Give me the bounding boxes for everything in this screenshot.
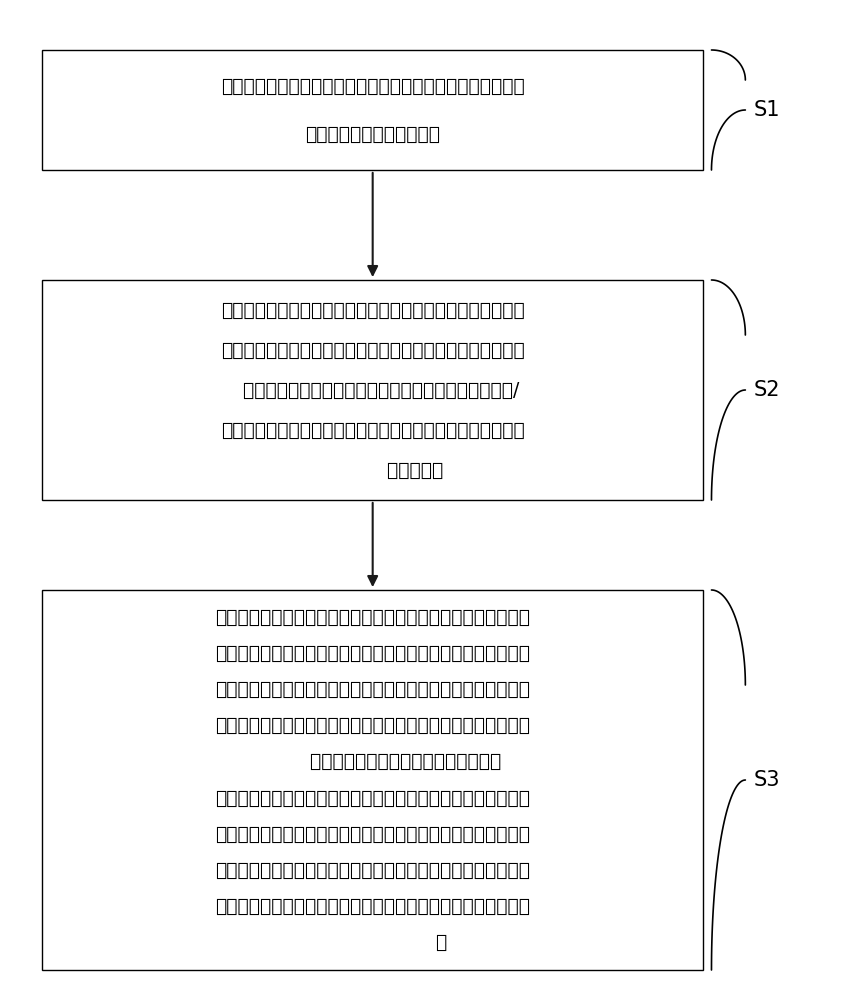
- Text: S3: S3: [754, 770, 780, 790]
- Text: 热模型，估算预设时间段后预估的电池最高温度值；当所述预估: 热模型，估算预设时间段后预估的电池最高温度值；当所述预估: [215, 644, 530, 663]
- Bar: [42, 590, 703, 970]
- Text: 通过采集模块实时采集电池对外输出的电流值、电池温度值，: 通过采集模块实时采集电池对外输出的电流值、电池温度值，: [221, 77, 524, 96]
- Text: 热装置第二启动温度阈值时，开启散热装置；当所述当前的电池: 热装置第二启动温度阈值时，开启散热装置；当所述当前的电池: [215, 861, 530, 880]
- Text: 通过第一控制模块，通过预测预设时间段后电池的状态及电池的: 通过第一控制模块，通过预测预设时间段后电池的状态及电池的: [215, 608, 530, 627]
- Text: 所述环境温度值高于所述预设的环境温度标定值时，启动第一: 所述环境温度值高于所述预设的环境温度标定值时，启动第一: [221, 341, 524, 360]
- Text: 第一关闭温度阈值时，关闭散热装置；: 第一关闭温度阈值时，关闭散热装置；: [244, 752, 501, 771]
- Text: 二控制模块: 二控制模块: [302, 461, 443, 480]
- Text: S2: S2: [754, 380, 780, 400]
- Text: S1: S1: [754, 100, 780, 120]
- Text: 控制模块；当所述电流值低于所述预设的电流标定值和/: 控制模块；当所述电流值低于所述预设的电流标定值和/: [225, 380, 520, 399]
- Text: 的电池最高温度值高于预设的散热装置第一启动温度阈值时，开: 的电池最高温度值高于预设的散热装置第一启动温度阈值时，开: [215, 680, 530, 699]
- Bar: [42, 280, 703, 500]
- Text: 以及电池外界的环境温度值: 以及电池外界的环境温度值: [305, 125, 440, 144]
- Bar: [42, 50, 703, 170]
- Text: 的电池最高温度值，当所述当前的电池最高温度值高于预设的散: 的电池最高温度值，当所述当前的电池最高温度值高于预设的散: [215, 825, 530, 844]
- Text: 或所述环境温度值低于所述预设的环境温度标定值时，启动第: 或所述环境温度值低于所述预设的环境温度标定值时，启动第: [221, 420, 524, 440]
- Text: 通过第二控制模块，将所述电池温度值中最高的温度值作为当前: 通过第二控制模块，将所述电池温度值中最高的温度值作为当前: [215, 789, 530, 808]
- Text: 最高温度低于预设的散热装置第二关闭温度阈值时，关闭散热装: 最高温度低于预设的散热装置第二关闭温度阈值时，关闭散热装: [215, 897, 530, 916]
- Text: 通过预测模块，当所述电流值高于所述预设的电流标定值，且: 通过预测模块，当所述电流值高于所述预设的电流标定值，且: [221, 300, 524, 320]
- Text: 置: 置: [298, 933, 447, 952]
- Text: 启散热装置；当所述预估的电池最高温度值低于预设的散热装置: 启散热装置；当所述预估的电池最高温度值低于预设的散热装置: [215, 716, 530, 735]
